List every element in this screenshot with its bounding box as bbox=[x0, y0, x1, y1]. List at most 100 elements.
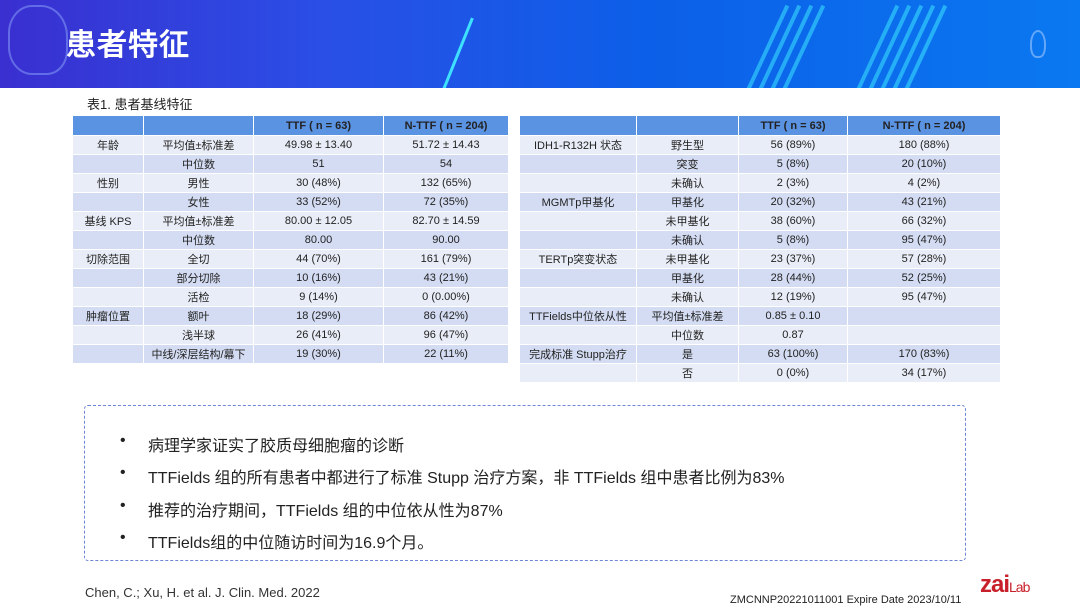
table-cell: 43 (21%) bbox=[848, 193, 1000, 211]
table-row: 甲基化 28 (44%) 52 (25%) bbox=[520, 269, 1000, 287]
table-cell: 甲基化 bbox=[637, 269, 738, 287]
decorative-line bbox=[439, 17, 474, 88]
table-cell: 否 bbox=[637, 364, 738, 382]
table-cell: 5 (8%) bbox=[739, 231, 847, 249]
table-cell: 女性 bbox=[144, 193, 253, 211]
table-cell: 部分切除 bbox=[144, 269, 253, 287]
table-row: 浅半球 26 (41%) 96 (47%) bbox=[73, 326, 508, 344]
table-cell bbox=[520, 174, 636, 192]
table-cell bbox=[73, 269, 143, 287]
table-cell: 性别 bbox=[73, 174, 143, 192]
table-cell: 中位数 bbox=[144, 231, 253, 249]
table-cell: 23 (37%) bbox=[739, 250, 847, 268]
column-header: TTF ( n = 63) bbox=[254, 116, 383, 135]
ear-icon bbox=[1030, 30, 1046, 58]
table-cell: 51.72 ± 14.43 bbox=[384, 136, 508, 154]
table-row: 女性 33 (52%) 72 (35%) bbox=[73, 193, 508, 211]
table-cell: 66 (32%) bbox=[848, 212, 1000, 230]
table-cell: 基线 KPS bbox=[73, 212, 143, 230]
table-cell bbox=[73, 231, 143, 249]
table-cell: 132 (65%) bbox=[384, 174, 508, 192]
bullet-icon: • bbox=[120, 529, 126, 546]
table-cell: 86 (42%) bbox=[384, 307, 508, 325]
table-cell bbox=[520, 269, 636, 287]
table-cell: 80.00 bbox=[254, 231, 383, 249]
table-cell: 20 (32%) bbox=[739, 193, 847, 211]
footer-code: ZMCNNP20221011001 Expire Date 2023/10/11 bbox=[730, 594, 962, 606]
table-cell: 未甲基化 bbox=[637, 212, 738, 230]
table-cell bbox=[73, 193, 143, 211]
table-cell: 54 bbox=[384, 155, 508, 173]
table-cell: 全切 bbox=[144, 250, 253, 268]
bullet-icon: • bbox=[120, 497, 126, 514]
table-cell: 是 bbox=[637, 345, 738, 363]
table-cell: 2 (3%) bbox=[739, 174, 847, 192]
table-cell bbox=[520, 326, 636, 344]
table-cell: 野生型 bbox=[637, 136, 738, 154]
table-row: 中位数 0.87 bbox=[520, 326, 1000, 344]
table-cell: 34 (17%) bbox=[848, 364, 1000, 382]
table-cell: 0.85 ± 0.10 bbox=[739, 307, 847, 325]
table-cell: TTFields中位依从性 bbox=[520, 307, 636, 325]
table-cell: 额叶 bbox=[144, 307, 253, 325]
column-header bbox=[520, 116, 636, 135]
table-cell: 44 (70%) bbox=[254, 250, 383, 268]
column-header bbox=[73, 116, 143, 135]
table-row: MGMTp甲基化 甲基化 20 (32%) 43 (21%) bbox=[520, 193, 1000, 211]
table-row: 中线/深层结构/幕下 19 (30%) 22 (11%) bbox=[73, 345, 508, 363]
table-cell: 33 (52%) bbox=[254, 193, 383, 211]
table-cell: 年龄 bbox=[73, 136, 143, 154]
brain-icon bbox=[8, 5, 68, 75]
bullet-text: TTFields 组的所有患者中都进行了标准 Stupp 治疗方案，非 TTFi… bbox=[148, 470, 785, 487]
table-cell: 20 (10%) bbox=[848, 155, 1000, 173]
table-cell bbox=[520, 231, 636, 249]
table-cell bbox=[73, 326, 143, 344]
header-banner: 患者特征 bbox=[0, 0, 1080, 88]
table-cell: 切除范围 bbox=[73, 250, 143, 268]
table-caption: 表1. 患者基线特征 bbox=[87, 97, 193, 112]
table-cell: 5 (8%) bbox=[739, 155, 847, 173]
table-row: 未甲基化 38 (60%) 66 (32%) bbox=[520, 212, 1000, 230]
column-header: N-TTF ( n = 204) bbox=[848, 116, 1000, 135]
bullet-icon: • bbox=[120, 464, 126, 481]
table-cell: 活检 bbox=[144, 288, 253, 306]
table-cell bbox=[520, 364, 636, 382]
table-cell: 未确认 bbox=[637, 231, 738, 249]
table-cell: 52 (25%) bbox=[848, 269, 1000, 287]
table-cell bbox=[848, 307, 1000, 325]
table-row: 性别 男性 30 (48%) 132 (65%) bbox=[73, 174, 508, 192]
table-cell: 26 (41%) bbox=[254, 326, 383, 344]
summary-box bbox=[84, 405, 966, 561]
table-row: 未确认 2 (3%) 4 (2%) bbox=[520, 174, 1000, 192]
table-row: TERTp突变状态 未甲基化 23 (37%) 57 (28%) bbox=[520, 250, 1000, 268]
table-cell: 180 (88%) bbox=[848, 136, 1000, 154]
table-cell: 9 (14%) bbox=[254, 288, 383, 306]
table-cell bbox=[73, 345, 143, 363]
table-row: 完成标准 Stupp治疗是 63 (100%) 170 (83%) bbox=[520, 345, 1000, 363]
table-cell: 浅半球 bbox=[144, 326, 253, 344]
reference: Chen, C.; Xu, H. et al. J. Clin. Med. 20… bbox=[85, 585, 320, 600]
table-cell: 51 bbox=[254, 155, 383, 173]
table-row: 中位数 51 54 bbox=[73, 155, 508, 173]
table-cell: 未确认 bbox=[637, 288, 738, 306]
table-cell: MGMTp甲基化 bbox=[520, 193, 636, 211]
table-cell: 0 (0.00%) bbox=[384, 288, 508, 306]
table-row: 未确认 12 (19%) 95 (47%) bbox=[520, 288, 1000, 306]
table-cell bbox=[73, 155, 143, 173]
table-cell bbox=[848, 326, 1000, 344]
table-cell: 72 (35%) bbox=[384, 193, 508, 211]
table-cell: 95 (47%) bbox=[848, 288, 1000, 306]
table-cell: 18 (29%) bbox=[254, 307, 383, 325]
table-cell: 肿瘤位置 bbox=[73, 307, 143, 325]
table-cell: 甲基化 bbox=[637, 193, 738, 211]
table-cell bbox=[520, 212, 636, 230]
table-cell: 38 (60%) bbox=[739, 212, 847, 230]
table-cell: 80.00 ± 12.05 bbox=[254, 212, 383, 230]
table-row: 突变 5 (8%) 20 (10%) bbox=[520, 155, 1000, 173]
zailab-logo: zaiLab bbox=[980, 571, 1030, 598]
table-cell: 突变 bbox=[637, 155, 738, 173]
table-cell: 中位数 bbox=[144, 155, 253, 173]
page-title: 患者特征 bbox=[66, 29, 190, 62]
baseline-table-right: TTF ( n = 63) N-TTF ( n = 204) IDH1-R132H … bbox=[519, 115, 1001, 383]
